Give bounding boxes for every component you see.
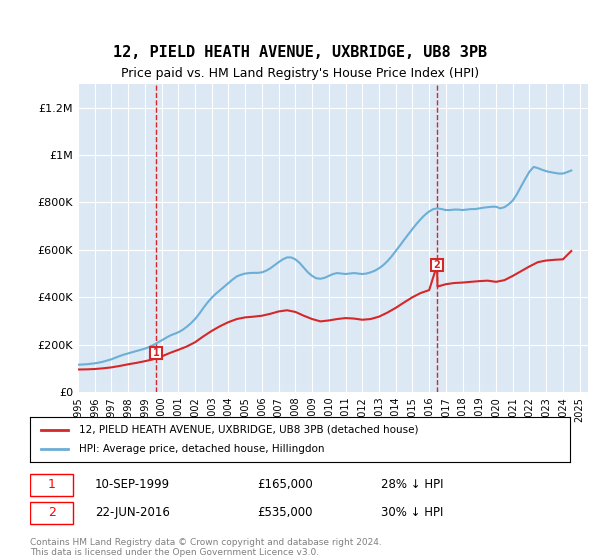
- Text: 10-SEP-1999: 10-SEP-1999: [95, 478, 170, 492]
- Text: 12, PIELD HEATH AVENUE, UXBRIDGE, UB8 3PB (detached house): 12, PIELD HEATH AVENUE, UXBRIDGE, UB8 3P…: [79, 424, 418, 435]
- FancyBboxPatch shape: [30, 502, 73, 524]
- Text: Contains HM Land Registry data © Crown copyright and database right 2024.
This d: Contains HM Land Registry data © Crown c…: [30, 538, 382, 557]
- Text: 1: 1: [47, 478, 56, 492]
- FancyBboxPatch shape: [30, 474, 73, 496]
- Text: 22-JUN-2016: 22-JUN-2016: [95, 506, 170, 520]
- Text: 30% ↓ HPI: 30% ↓ HPI: [381, 506, 443, 520]
- Text: £535,000: £535,000: [257, 506, 312, 520]
- Text: £165,000: £165,000: [257, 478, 313, 492]
- Text: Price paid vs. HM Land Registry's House Price Index (HPI): Price paid vs. HM Land Registry's House …: [121, 67, 479, 80]
- Text: 12, PIELD HEATH AVENUE, UXBRIDGE, UB8 3PB: 12, PIELD HEATH AVENUE, UXBRIDGE, UB8 3P…: [113, 45, 487, 60]
- Text: 2: 2: [47, 506, 56, 520]
- Text: 28% ↓ HPI: 28% ↓ HPI: [381, 478, 443, 492]
- Text: 2: 2: [434, 260, 440, 270]
- Text: HPI: Average price, detached house, Hillingdon: HPI: Average price, detached house, Hill…: [79, 445, 324, 455]
- Text: 1: 1: [153, 348, 160, 358]
